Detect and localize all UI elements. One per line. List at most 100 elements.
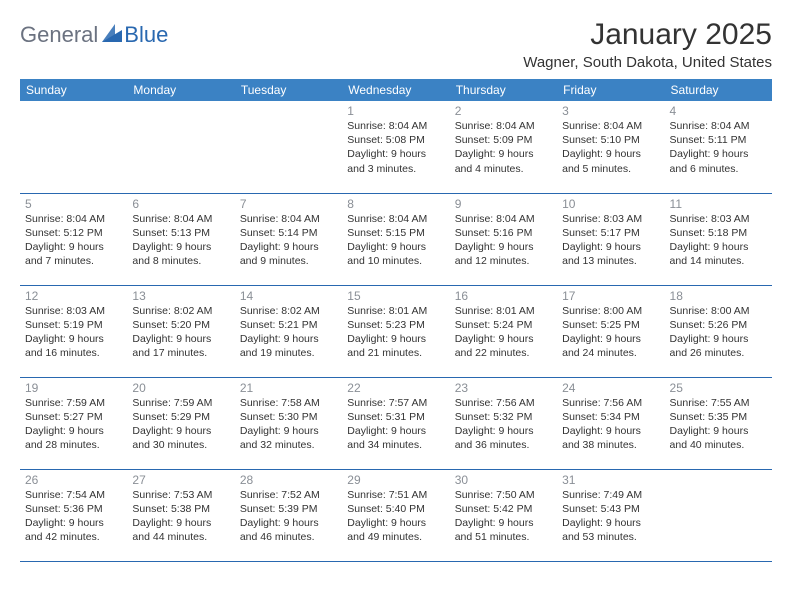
sunset-text: Sunset: 5:27 PM	[25, 410, 122, 424]
day-number: 21	[240, 381, 337, 395]
sunset-text: Sunset: 5:42 PM	[455, 502, 552, 516]
day-number: 1	[347, 104, 444, 118]
daylight-text: Daylight: 9 hours and 49 minutes.	[347, 516, 444, 544]
day-info: Sunrise: 8:04 AMSunset: 5:11 PMDaylight:…	[670, 119, 767, 176]
sunset-text: Sunset: 5:18 PM	[670, 226, 767, 240]
day-info: Sunrise: 8:04 AMSunset: 5:10 PMDaylight:…	[562, 119, 659, 176]
day-number: 9	[455, 197, 552, 211]
day-info: Sunrise: 8:00 AMSunset: 5:25 PMDaylight:…	[562, 304, 659, 361]
day-number: 16	[455, 289, 552, 303]
sunrise-text: Sunrise: 8:00 AM	[670, 304, 767, 318]
calendar-day-cell: 16Sunrise: 8:01 AMSunset: 5:24 PMDayligh…	[450, 285, 557, 377]
calendar-day-cell: 2Sunrise: 8:04 AMSunset: 5:09 PMDaylight…	[450, 101, 557, 193]
sunset-text: Sunset: 5:30 PM	[240, 410, 337, 424]
calendar-day-cell: 21Sunrise: 7:58 AMSunset: 5:30 PMDayligh…	[235, 377, 342, 469]
day-info: Sunrise: 7:58 AMSunset: 5:30 PMDaylight:…	[240, 396, 337, 453]
calendar-day-cell: 29Sunrise: 7:51 AMSunset: 5:40 PMDayligh…	[342, 469, 449, 561]
sunset-text: Sunset: 5:24 PM	[455, 318, 552, 332]
sunset-text: Sunset: 5:38 PM	[132, 502, 229, 516]
sunset-text: Sunset: 5:32 PM	[455, 410, 552, 424]
sunrise-text: Sunrise: 8:04 AM	[562, 119, 659, 133]
brand-text-general: General	[20, 22, 98, 48]
weekday-header: Monday	[127, 79, 234, 101]
day-number: 22	[347, 381, 444, 395]
calendar-day-cell: 28Sunrise: 7:52 AMSunset: 5:39 PMDayligh…	[235, 469, 342, 561]
day-info: Sunrise: 8:03 AMSunset: 5:17 PMDaylight:…	[562, 212, 659, 269]
day-number: 28	[240, 473, 337, 487]
sunset-text: Sunset: 5:19 PM	[25, 318, 122, 332]
sunset-text: Sunset: 5:11 PM	[670, 133, 767, 147]
daylight-text: Daylight: 9 hours and 28 minutes.	[25, 424, 122, 452]
weekday-header: Thursday	[450, 79, 557, 101]
day-number: 17	[562, 289, 659, 303]
calendar-day-cell: 27Sunrise: 7:53 AMSunset: 5:38 PMDayligh…	[127, 469, 234, 561]
calendar-week-row: 19Sunrise: 7:59 AMSunset: 5:27 PMDayligh…	[20, 377, 772, 469]
sunset-text: Sunset: 5:40 PM	[347, 502, 444, 516]
day-info: Sunrise: 7:54 AMSunset: 5:36 PMDaylight:…	[25, 488, 122, 545]
sunrise-text: Sunrise: 8:02 AM	[132, 304, 229, 318]
day-number: 12	[25, 289, 122, 303]
day-number: 6	[132, 197, 229, 211]
calendar-day-cell: 19Sunrise: 7:59 AMSunset: 5:27 PMDayligh…	[20, 377, 127, 469]
day-number: 15	[347, 289, 444, 303]
sunrise-text: Sunrise: 8:04 AM	[25, 212, 122, 226]
title-block: January 2025 Wagner, South Dakota, Unite…	[523, 18, 772, 71]
sunrise-text: Sunrise: 7:59 AM	[25, 396, 122, 410]
calendar-day-cell: 23Sunrise: 7:56 AMSunset: 5:32 PMDayligh…	[450, 377, 557, 469]
daylight-text: Daylight: 9 hours and 7 minutes.	[25, 240, 122, 268]
day-info: Sunrise: 8:02 AMSunset: 5:20 PMDaylight:…	[132, 304, 229, 361]
day-number: 27	[132, 473, 229, 487]
calendar-day-cell: 22Sunrise: 7:57 AMSunset: 5:31 PMDayligh…	[342, 377, 449, 469]
calendar-day-cell	[665, 469, 772, 561]
day-number: 8	[347, 197, 444, 211]
calendar-day-cell: 20Sunrise: 7:59 AMSunset: 5:29 PMDayligh…	[127, 377, 234, 469]
day-info: Sunrise: 7:57 AMSunset: 5:31 PMDaylight:…	[347, 396, 444, 453]
calendar-day-cell: 11Sunrise: 8:03 AMSunset: 5:18 PMDayligh…	[665, 193, 772, 285]
daylight-text: Daylight: 9 hours and 22 minutes.	[455, 332, 552, 360]
sunrise-text: Sunrise: 8:00 AM	[562, 304, 659, 318]
daylight-text: Daylight: 9 hours and 14 minutes.	[670, 240, 767, 268]
day-info: Sunrise: 8:04 AMSunset: 5:09 PMDaylight:…	[455, 119, 552, 176]
day-number: 31	[562, 473, 659, 487]
sunrise-text: Sunrise: 7:52 AM	[240, 488, 337, 502]
sunrise-text: Sunrise: 8:04 AM	[132, 212, 229, 226]
location-text: Wagner, South Dakota, United States	[523, 54, 772, 71]
day-number: 11	[670, 197, 767, 211]
day-info: Sunrise: 8:04 AMSunset: 5:16 PMDaylight:…	[455, 212, 552, 269]
calendar-week-row: 5Sunrise: 8:04 AMSunset: 5:12 PMDaylight…	[20, 193, 772, 285]
sunset-text: Sunset: 5:12 PM	[25, 226, 122, 240]
sunrise-text: Sunrise: 7:49 AM	[562, 488, 659, 502]
calendar-day-cell: 9Sunrise: 8:04 AMSunset: 5:16 PMDaylight…	[450, 193, 557, 285]
day-number: 7	[240, 197, 337, 211]
sunrise-text: Sunrise: 8:04 AM	[347, 119, 444, 133]
calendar-day-cell	[20, 101, 127, 193]
daylight-text: Daylight: 9 hours and 6 minutes.	[670, 147, 767, 175]
sunrise-text: Sunrise: 8:04 AM	[240, 212, 337, 226]
day-number: 24	[562, 381, 659, 395]
sunset-text: Sunset: 5:10 PM	[562, 133, 659, 147]
daylight-text: Daylight: 9 hours and 24 minutes.	[562, 332, 659, 360]
sunrise-text: Sunrise: 8:02 AM	[240, 304, 337, 318]
calendar-day-cell: 17Sunrise: 8:00 AMSunset: 5:25 PMDayligh…	[557, 285, 664, 377]
day-info: Sunrise: 7:56 AMSunset: 5:34 PMDaylight:…	[562, 396, 659, 453]
calendar-day-cell: 12Sunrise: 8:03 AMSunset: 5:19 PMDayligh…	[20, 285, 127, 377]
sunrise-text: Sunrise: 8:04 AM	[455, 212, 552, 226]
calendar-table: Sunday Monday Tuesday Wednesday Thursday…	[20, 79, 772, 562]
sunset-text: Sunset: 5:17 PM	[562, 226, 659, 240]
calendar-day-cell: 3Sunrise: 8:04 AMSunset: 5:10 PMDaylight…	[557, 101, 664, 193]
day-info: Sunrise: 7:56 AMSunset: 5:32 PMDaylight:…	[455, 396, 552, 453]
daylight-text: Daylight: 9 hours and 4 minutes.	[455, 147, 552, 175]
daylight-text: Daylight: 9 hours and 5 minutes.	[562, 147, 659, 175]
day-info: Sunrise: 7:52 AMSunset: 5:39 PMDaylight:…	[240, 488, 337, 545]
calendar-day-cell: 7Sunrise: 8:04 AMSunset: 5:14 PMDaylight…	[235, 193, 342, 285]
brand-flag-icon	[102, 24, 122, 47]
calendar-page: General Blue January 2025 Wagner, South …	[0, 0, 792, 562]
sunset-text: Sunset: 5:15 PM	[347, 226, 444, 240]
day-info: Sunrise: 7:55 AMSunset: 5:35 PMDaylight:…	[670, 396, 767, 453]
day-info: Sunrise: 7:59 AMSunset: 5:27 PMDaylight:…	[25, 396, 122, 453]
sunrise-text: Sunrise: 7:51 AM	[347, 488, 444, 502]
brand-logo: General Blue	[20, 22, 168, 48]
calendar-day-cell: 15Sunrise: 8:01 AMSunset: 5:23 PMDayligh…	[342, 285, 449, 377]
calendar-week-row: 1Sunrise: 8:04 AMSunset: 5:08 PMDaylight…	[20, 101, 772, 193]
sunrise-text: Sunrise: 7:56 AM	[562, 396, 659, 410]
